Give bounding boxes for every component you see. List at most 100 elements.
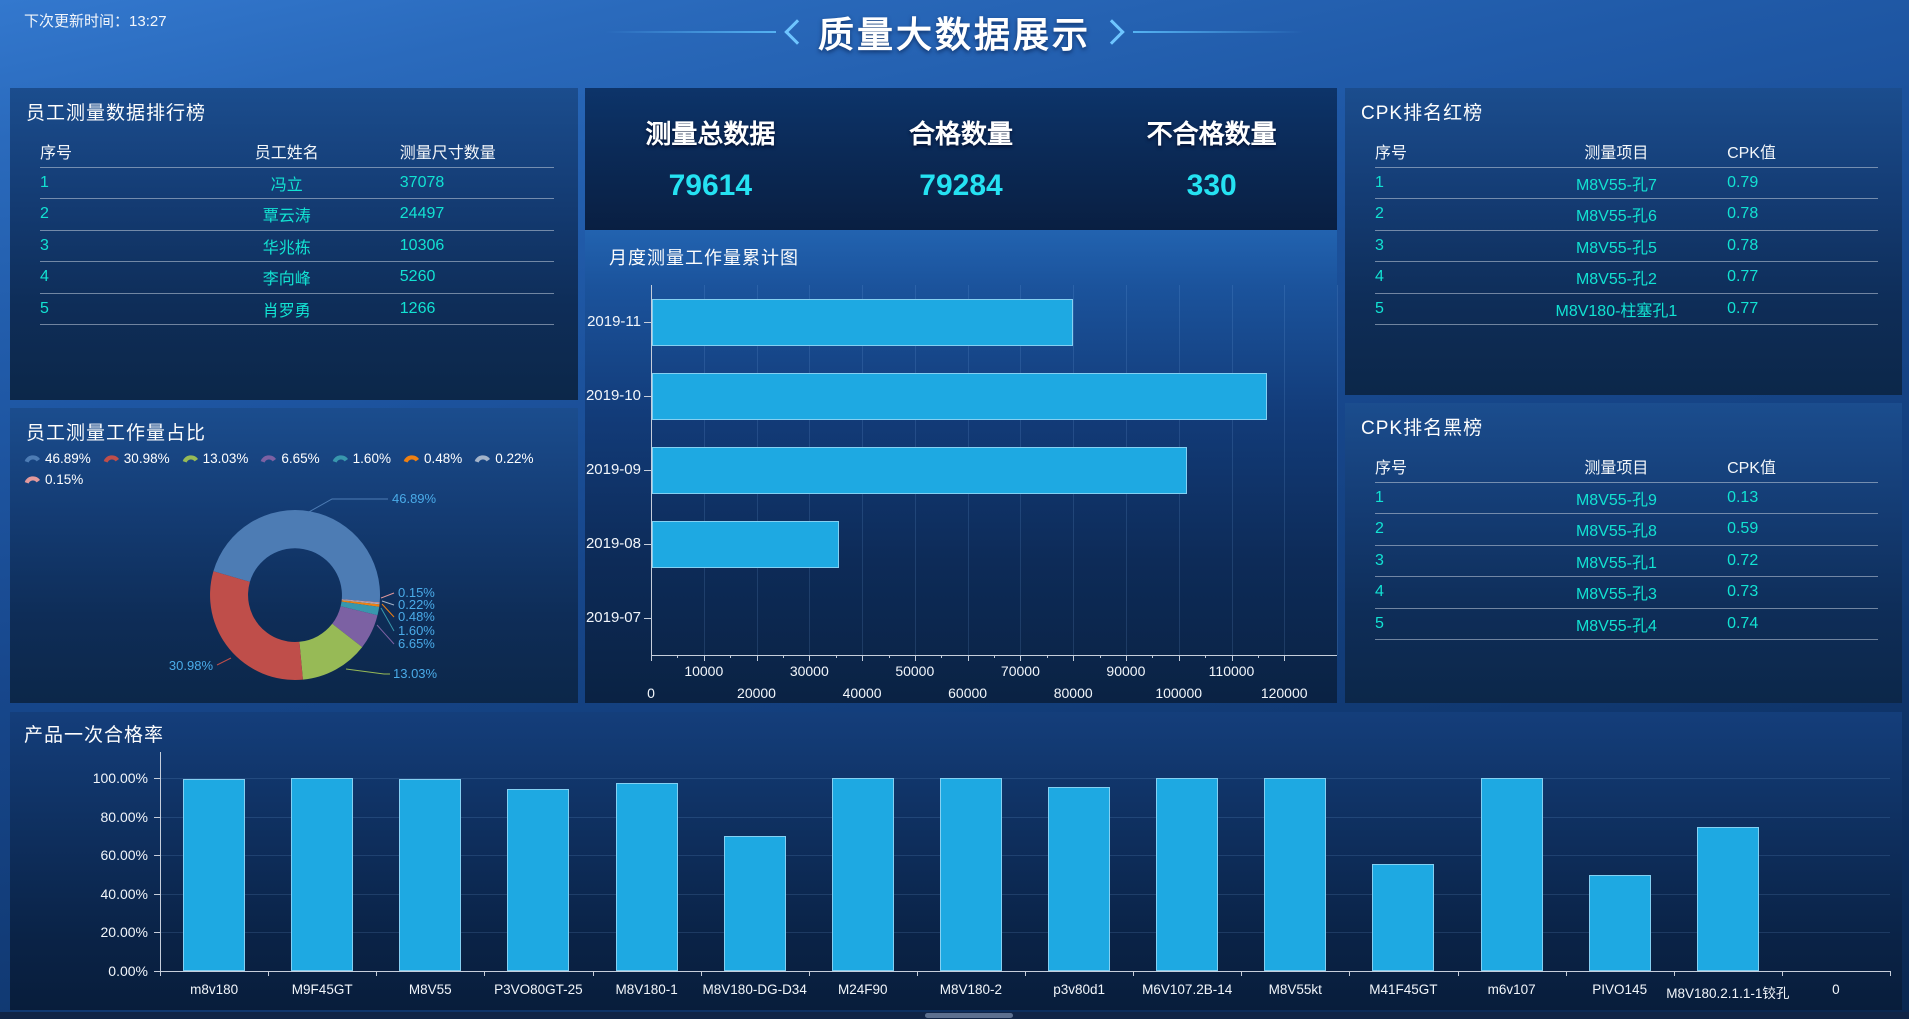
y-tick-label: 100.00% (92, 770, 148, 786)
bar-P3VO80GT-25[interactable] (507, 788, 570, 971)
x-tick-label: 60000 (948, 685, 988, 701)
table-cell: 李向峰 (262, 271, 311, 289)
bar-p3v80d1[interactable] (1048, 787, 1111, 971)
legend-item[interactable]: 0.48% (403, 448, 462, 469)
x-tick-label: 120000 (1260, 685, 1308, 701)
donut-slice[interactable] (341, 599, 380, 605)
table-cell: 1 (1375, 173, 1384, 191)
axis-tick (1349, 971, 1351, 976)
column-header: 测量项目 (1584, 460, 1649, 478)
table-cell: M8V180-柱塞孔1 (1555, 302, 1678, 320)
legend-item[interactable]: 6.65% (260, 448, 320, 469)
bar-PIVO145[interactable] (1588, 875, 1651, 971)
bar-2019-09[interactable] (652, 446, 1187, 494)
bar-2019-10[interactable] (652, 372, 1267, 420)
axis-minor-tick (1099, 655, 1101, 658)
leader-line (345, 668, 390, 675)
table-cell: 0.77 (1727, 268, 1759, 286)
legend-item[interactable]: 1.60% (332, 448, 391, 469)
axis-tick (808, 971, 810, 976)
arc-icon (24, 455, 41, 463)
bar-m6v107[interactable] (1480, 778, 1543, 971)
legend-item[interactable]: 30.98% (103, 448, 170, 469)
column-header: CPK值 (1727, 460, 1776, 478)
x-category-label: M8V180-1 (615, 982, 678, 997)
bar-M8V180-2[interactable] (939, 778, 1002, 971)
chevron-left-icon (784, 19, 810, 45)
donut-slice[interactable] (332, 606, 378, 648)
axis-tick (1457, 971, 1459, 976)
axis-tick (1178, 655, 1180, 661)
page-header: 质量大数据展示 (0, 6, 1909, 58)
legend-item[interactable]: 0.22% (474, 448, 534, 469)
scrollbar-thumb[interactable] (925, 1013, 1013, 1018)
x-tick-label: 110000 (1208, 663, 1255, 679)
leader-line (306, 498, 388, 514)
legend-item[interactable]: 0.15% (24, 469, 83, 490)
bar-M9F45GT[interactable] (291, 778, 354, 971)
axis-tick (484, 971, 486, 976)
axis-tick (1025, 971, 1026, 976)
axis-tick (1125, 655, 1127, 661)
table-row: 2 M8V55-孔8 0.59 (1375, 514, 1878, 546)
x-tick-label: 70000 (1000, 663, 1040, 679)
table-cell: 5 (1375, 299, 1384, 317)
x-category-label: M8V55 (408, 982, 452, 997)
bar-2019-08[interactable] (652, 520, 839, 568)
table-row: 2 M8V55-孔6 0.78 (1375, 199, 1878, 231)
axis-tick (644, 322, 651, 323)
page-title: 质量大数据展示 (817, 14, 1091, 55)
x-category-label: 0 (1832, 982, 1840, 997)
leader-line (216, 657, 232, 666)
table-row: 1 冯立 37078 (40, 168, 554, 199)
bar-m8v180[interactable] (183, 779, 246, 971)
bar-M24F90[interactable] (831, 778, 894, 971)
bar-M41F45GT[interactable] (1372, 864, 1435, 971)
monthly-workload-chart: 0 10000 20000 30000 40000 50000 60000 70000 8000… (585, 230, 1338, 703)
bar-M8V180-1[interactable] (615, 782, 678, 971)
x-tick-label: 100000 (1155, 685, 1203, 701)
donut-slice[interactable] (341, 600, 380, 607)
legend-item[interactable]: 46.89% (24, 448, 91, 469)
gridline (1337, 285, 1338, 655)
next-update-time: 下次更新时间：13:27 (24, 10, 167, 31)
donut-legend: 46.89% 30.98% 13.03% 6.65% 1.60% 0.48% 0.22% 0.… (24, 448, 570, 490)
column-header: 测量尺寸数量 (399, 145, 496, 163)
table-cell: M8V55-孔1 (1575, 554, 1657, 572)
donut-slice[interactable] (299, 623, 363, 680)
table-row: 1 M8V55-孔9 0.13 (1375, 483, 1878, 514)
leader-line (381, 600, 395, 606)
bar-M6V107.2B-14[interactable] (1156, 778, 1219, 971)
kpi-label: 不合格数量 (1146, 119, 1277, 149)
axis-tick (592, 971, 594, 976)
table-cell: 0.78 (1727, 236, 1759, 254)
donut-slice[interactable] (341, 599, 380, 604)
table-row: 4 李向峰 5260 (40, 262, 554, 294)
axis-minor-tick (994, 655, 995, 658)
bar-M8V55[interactable] (399, 779, 462, 971)
donut-slice[interactable] (213, 510, 381, 603)
x-category-label: M9F45GT (291, 982, 353, 997)
kpi-unqualified: 不合格数量 330 (1086, 88, 1337, 230)
bar-M8V180.2.1.1-1铰孔[interactable] (1696, 827, 1759, 971)
table-cell: 3 (40, 236, 49, 254)
leader-line (376, 624, 395, 645)
table-cell: 5 (40, 299, 49, 317)
bar-2019-11[interactable] (652, 298, 1073, 346)
table-cell: 1 (40, 173, 49, 191)
gridline (1231, 285, 1233, 655)
column-header: 测量项目 (1584, 145, 1649, 163)
bar-M8V180-DG-D34[interactable] (723, 836, 786, 971)
panel-title: 员工测量数据排行榜 (26, 103, 207, 124)
bar-M8V55kt[interactable] (1264, 778, 1327, 971)
leader-line (380, 607, 395, 632)
legend-item[interactable]: 13.03% (182, 448, 248, 469)
axis-minor-tick (1257, 655, 1259, 658)
arc-icon (474, 455, 491, 463)
donut-slice[interactable] (210, 571, 303, 680)
axis-tick (1781, 971, 1783, 976)
axis-tick (1231, 655, 1233, 661)
donut-label: 1.60% (398, 623, 435, 638)
donut-slice[interactable] (340, 601, 380, 616)
